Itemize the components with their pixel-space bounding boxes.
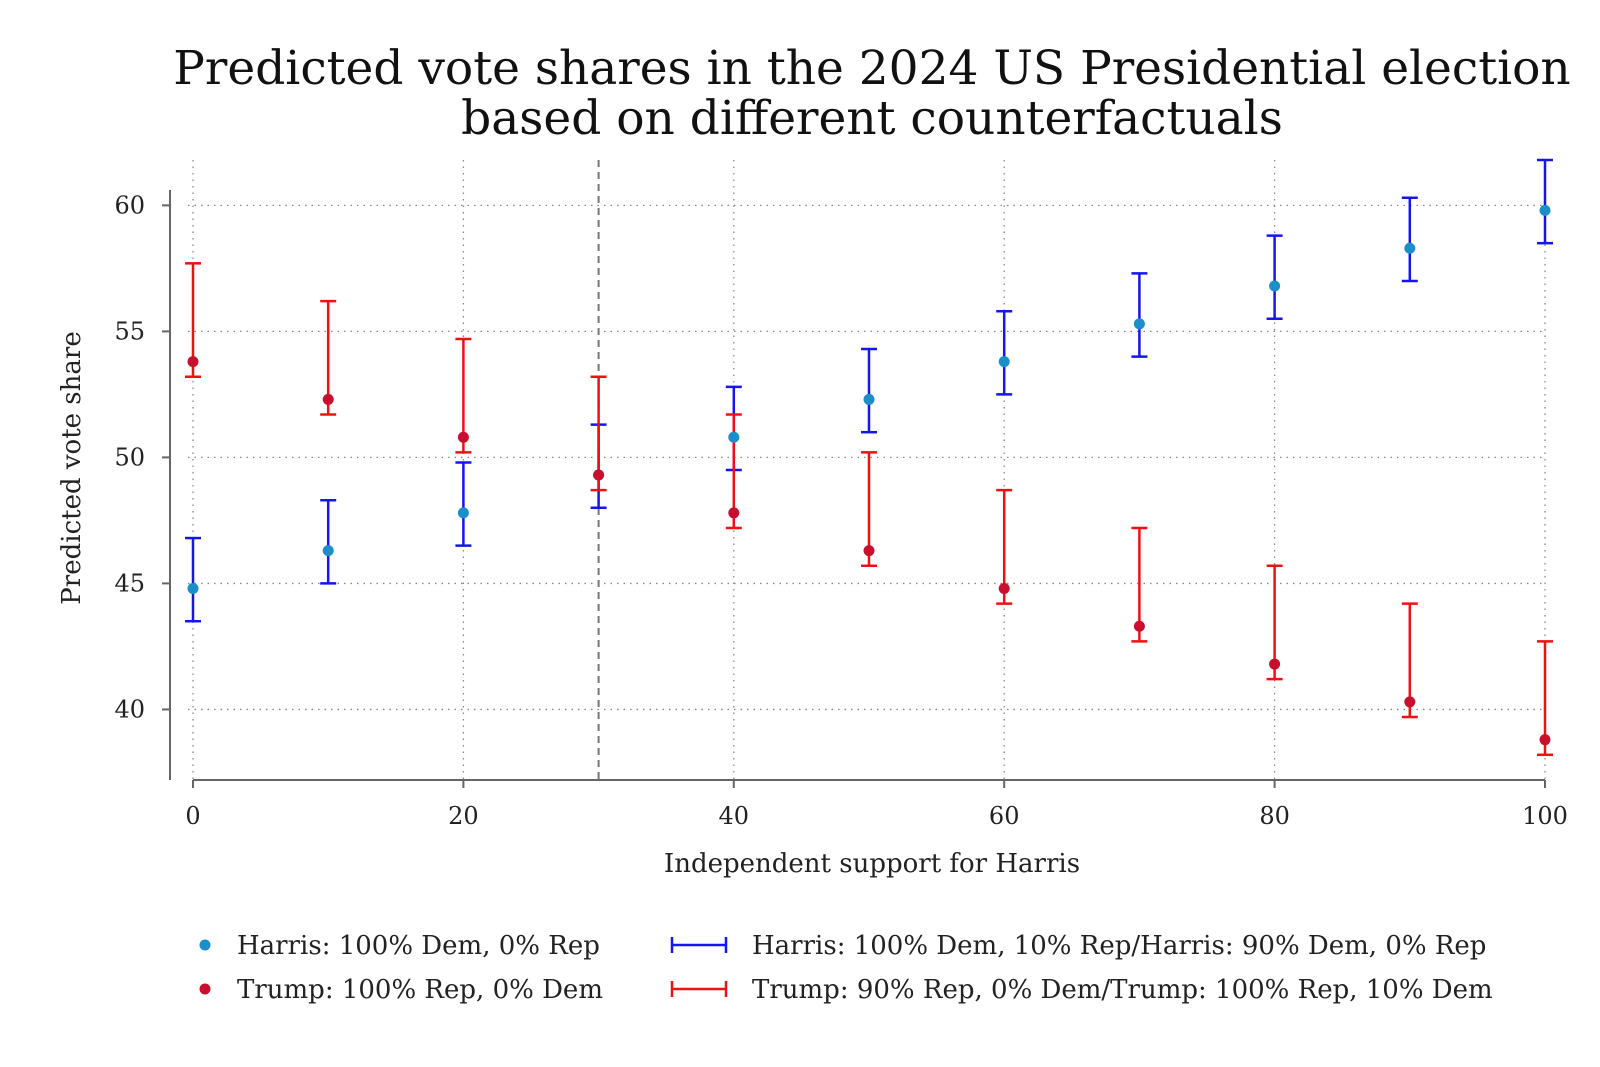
data-point (457, 507, 469, 519)
data-point (457, 431, 469, 443)
x-tick-label: 40 (719, 802, 750, 830)
data-point (1269, 280, 1281, 292)
legend-label: Trump: 90% Rep, 0% Dem/Trump: 100% Rep, … (752, 975, 1493, 1005)
error-bar (185, 536, 201, 623)
data-point (1133, 620, 1145, 632)
x-tick-label: 20 (448, 802, 479, 830)
error-bar (455, 461, 472, 547)
error-bar (1537, 158, 1553, 245)
data-point (187, 356, 199, 368)
x-tick-label: 0 (185, 802, 200, 830)
legend: Harris: 100% Dem, 0% Rep Trump: 100% Rep,… (199, 931, 1493, 1005)
x-tick-label: 80 (1259, 802, 1290, 830)
x-tick-label: 100 (1522, 802, 1568, 830)
y-tick-label: 55 (114, 317, 145, 345)
data-point (863, 393, 875, 405)
data-point (728, 507, 740, 519)
data-point (1269, 658, 1281, 670)
legend-label: Trump: 100% Rep, 0% Dem (237, 975, 603, 1005)
data-point (1404, 696, 1416, 708)
error-bar (1401, 196, 1418, 283)
data-point (998, 356, 1010, 368)
legend-item: Trump: 100% Rep, 0% Dem (199, 975, 603, 1005)
chart-title-line-2: based on different counterfactuals (461, 91, 1283, 146)
error-bar (320, 498, 337, 585)
error-bar (1266, 234, 1283, 321)
data-point (728, 431, 740, 443)
grid (188, 160, 1546, 780)
x-axis-label: Independent support for Harris (664, 849, 1080, 879)
legend-item: Harris: 100% Dem, 10% Rep/Harris: 90% De… (670, 931, 1486, 961)
chart-title-line-1: Predicted vote shares in the 2024 US Pre… (173, 41, 1570, 96)
legend-item: Harris: 100% Dem, 0% Rep (199, 931, 600, 961)
data-point (593, 469, 605, 481)
data-point (322, 393, 334, 405)
data-point (322, 545, 334, 557)
data-point (998, 582, 1010, 594)
data-point (863, 545, 875, 557)
y-tick-label: 60 (114, 191, 145, 219)
data-point (1539, 734, 1551, 746)
data-point (1404, 242, 1416, 254)
legend-label: Harris: 100% Dem, 10% Rep/Harris: 90% De… (752, 931, 1486, 961)
y-tick-label: 50 (114, 443, 145, 471)
data-point (1539, 204, 1551, 216)
legend-item: Trump: 90% Rep, 0% Dem/Trump: 100% Rep, … (670, 975, 1493, 1005)
y-axis-label: Predicted vote share (57, 331, 87, 604)
data-point (1133, 318, 1145, 330)
legend-swatch-point (199, 983, 211, 995)
axes: 40 45 50 55 60 0 20 40 60 80 100 (114, 190, 1568, 830)
chart-marks (185, 158, 1553, 757)
data-point (187, 582, 199, 594)
y-tick-label: 45 (114, 569, 145, 597)
legend-swatch-point (199, 939, 211, 951)
error-bar (996, 309, 1013, 396)
x-tick-label: 60 (989, 802, 1020, 830)
error-bar (1131, 272, 1148, 358)
error-bar (861, 347, 877, 434)
y-tick-label: 40 (114, 695, 145, 723)
legend-label: Harris: 100% Dem, 0% Rep (237, 931, 600, 961)
